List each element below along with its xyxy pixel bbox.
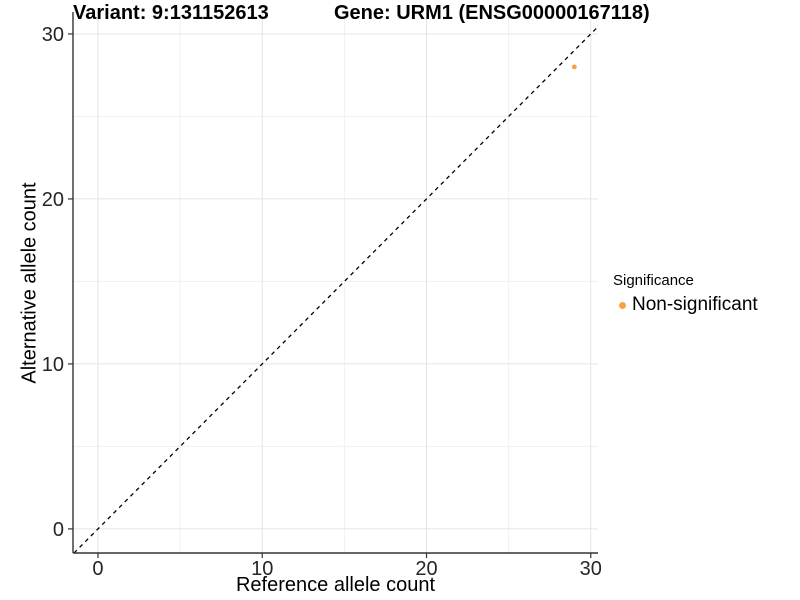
x-tick-label: 10 bbox=[251, 558, 273, 580]
x-axis-title: Reference allele count bbox=[235, 574, 435, 596]
plot-title-gene: Gene: URM1 (ENSG00000167118) bbox=[334, 2, 650, 24]
legend-key-dot-icon bbox=[619, 301, 626, 309]
x-tick-label: 0 bbox=[92, 558, 103, 580]
y-tick-label: 30 bbox=[42, 24, 64, 46]
identity-dashed-line bbox=[73, 26, 599, 554]
y-tick-label: 10 bbox=[42, 354, 64, 376]
y-axis-title: Alternative allele count bbox=[18, 182, 41, 384]
y-tick-label: 20 bbox=[42, 189, 64, 211]
legend-item-label: Non-significant bbox=[632, 294, 758, 315]
legend-item: Non-significant bbox=[612, 294, 758, 316]
legend: Significance Non-significant bbox=[612, 272, 758, 316]
x-tick-label: 20 bbox=[415, 558, 437, 580]
data-point bbox=[571, 64, 577, 70]
y-tick-label: 0 bbox=[53, 519, 64, 541]
legend-title: Significance bbox=[613, 272, 694, 289]
x-tick-label: 30 bbox=[580, 558, 602, 580]
plot-title-variant: Variant: 9:131152613 bbox=[73, 2, 269, 24]
